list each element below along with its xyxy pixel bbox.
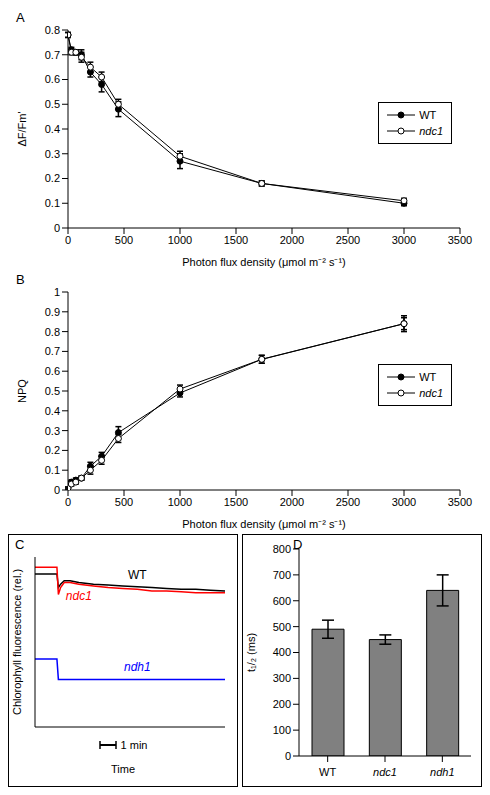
svg-text:0.5: 0.5 [45,98,60,110]
svg-text:500: 500 [115,496,133,508]
svg-text:0.8: 0.8 [45,24,60,36]
html-text:WT: WT [419,109,437,122]
svg-text:Photon flux density (μmol m⁻²: Photon flux density (μmol m⁻² s⁻¹) [182,256,346,268]
svg-text:0.8: 0.8 [45,326,60,338]
svg-text:t₁/₂ (ms): t₁/₂ (ms) [245,633,257,672]
svg-text:0.9: 0.9 [45,306,60,318]
html-text:Time: Time [111,763,135,775]
svg-text:2500: 2500 [336,234,360,246]
svg-text:0.4: 0.4 [45,123,60,135]
svg-text:1500: 1500 [224,496,248,508]
svg-text:0.6: 0.6 [45,365,60,377]
svg-text:1500: 1500 [224,234,248,246]
html-text:WT: WT [419,371,437,384]
svg-text:300: 300 [273,672,291,684]
svg-text:0.5: 0.5 [45,385,60,397]
svg-text:0: 0 [65,234,71,246]
html-text:ndc1: ndc1 [419,387,443,400]
svg-text:ΔF/Fm': ΔF/Fm' [16,111,28,146]
svg-text:2000: 2000 [280,496,304,508]
html-text:ndc1: ndc1 [419,125,443,138]
svg-text:0: 0 [285,750,291,762]
svg-text:0.2: 0.2 [45,444,60,456]
svg-text:700: 700 [273,569,291,581]
svg-text:800: 800 [273,543,291,555]
svg-text:3000: 3000 [392,234,416,246]
svg-text:2000: 2000 [280,234,304,246]
svg-text:500: 500 [273,621,291,633]
svg-text:ndh1: ndh1 [124,660,151,674]
html-text:B: B [16,272,25,287]
svg-text:ndc1: ndc1 [66,589,92,603]
svg-text:WT: WT [128,568,147,582]
svg-text:0.6: 0.6 [45,73,60,85]
svg-text:0.7: 0.7 [45,345,60,357]
svg-text:Chlorophyll fluorescence (rel.: Chlorophyll fluorescence (rel.) [11,569,23,715]
svg-text:WT: WT [319,766,336,778]
svg-text:0: 0 [54,222,60,234]
svg-text:0.2: 0.2 [45,172,60,184]
svg-text:200: 200 [273,698,291,710]
svg-text:0.1: 0.1 [45,464,60,476]
html-text:C: C [15,537,25,552]
svg-text:0.7: 0.7 [45,49,60,61]
svg-text:ndc1: ndc1 [373,766,397,778]
svg-text:1: 1 [54,286,60,298]
svg-text:3500: 3500 [448,234,472,246]
svg-text:NPQ: NPQ [16,379,28,403]
svg-text:0.1: 0.1 [45,197,60,209]
svg-text:1000: 1000 [168,234,192,246]
html-text:1 min: 1 min [120,739,148,751]
svg-text:2500: 2500 [336,496,360,508]
svg-text:3500: 3500 [448,496,472,508]
svg-text:600: 600 [273,595,291,607]
svg-text:ndh1: ndh1 [430,766,454,778]
svg-text:0.3: 0.3 [45,148,60,160]
svg-text:0: 0 [65,496,71,508]
svg-text:500: 500 [115,234,133,246]
html-text:A: A [16,10,25,25]
svg-text:1000: 1000 [168,496,192,508]
html-text:D: D [293,537,303,552]
svg-text:3000: 3000 [392,496,416,508]
svg-text:0.3: 0.3 [45,425,60,437]
svg-text:0.4: 0.4 [45,405,60,417]
svg-text:0: 0 [54,484,60,496]
svg-text:100: 100 [273,724,291,736]
svg-text:Photon flux density (μmol m⁻²: Photon flux density (μmol m⁻² s⁻¹) [182,518,346,530]
svg-text:400: 400 [273,646,291,658]
